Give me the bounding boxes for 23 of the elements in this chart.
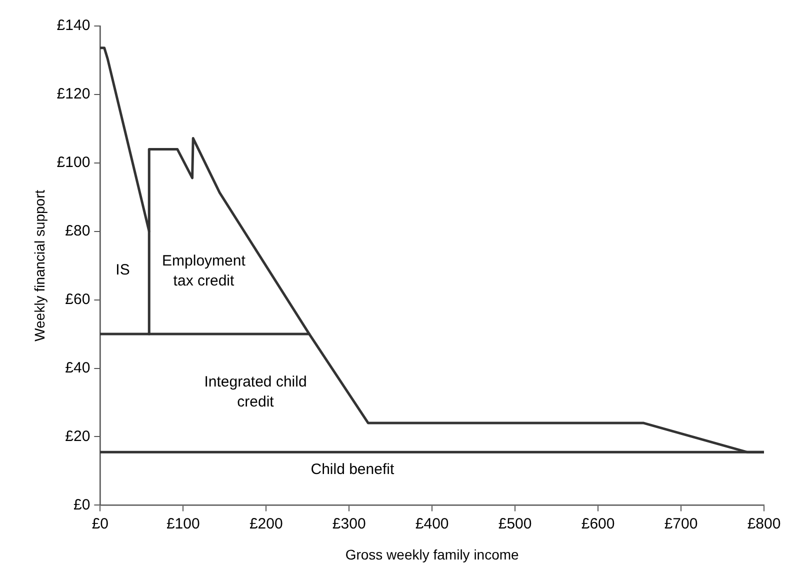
- annotation: Integrated child credit: [204, 374, 307, 411]
- y-tick-label: £40: [65, 359, 90, 376]
- y-tick-label: £0: [73, 496, 90, 514]
- y-tick-label: £120: [56, 86, 90, 103]
- x-tick-label: £700: [664, 515, 698, 532]
- y-axis-title: Weekly financial support: [31, 190, 48, 342]
- x-tick-label: £500: [498, 515, 532, 532]
- annotation: Employment tax credit: [162, 252, 246, 290]
- x-tick-label: £200: [249, 515, 283, 532]
- x-axis-title: Gross weekly family income: [345, 546, 520, 562]
- y-tick-label: £100: [56, 154, 90, 172]
- y-tick-label: £140: [56, 17, 90, 34]
- y-tick-label: £80: [65, 222, 90, 240]
- x-tick-label: £400: [415, 515, 449, 532]
- x-tick-label: £100: [166, 515, 200, 532]
- x-tick-label: £0: [92, 515, 109, 532]
- annotation: Child benefit: [310, 460, 395, 478]
- y-tick-label: £20: [65, 428, 90, 445]
- y-tick-label: £60: [65, 290, 90, 308]
- x-tick-label: £800: [747, 515, 781, 532]
- x-tick-label: £600: [581, 515, 615, 532]
- annotation: IS: [116, 262, 130, 279]
- x-tick-label: £300: [332, 515, 366, 532]
